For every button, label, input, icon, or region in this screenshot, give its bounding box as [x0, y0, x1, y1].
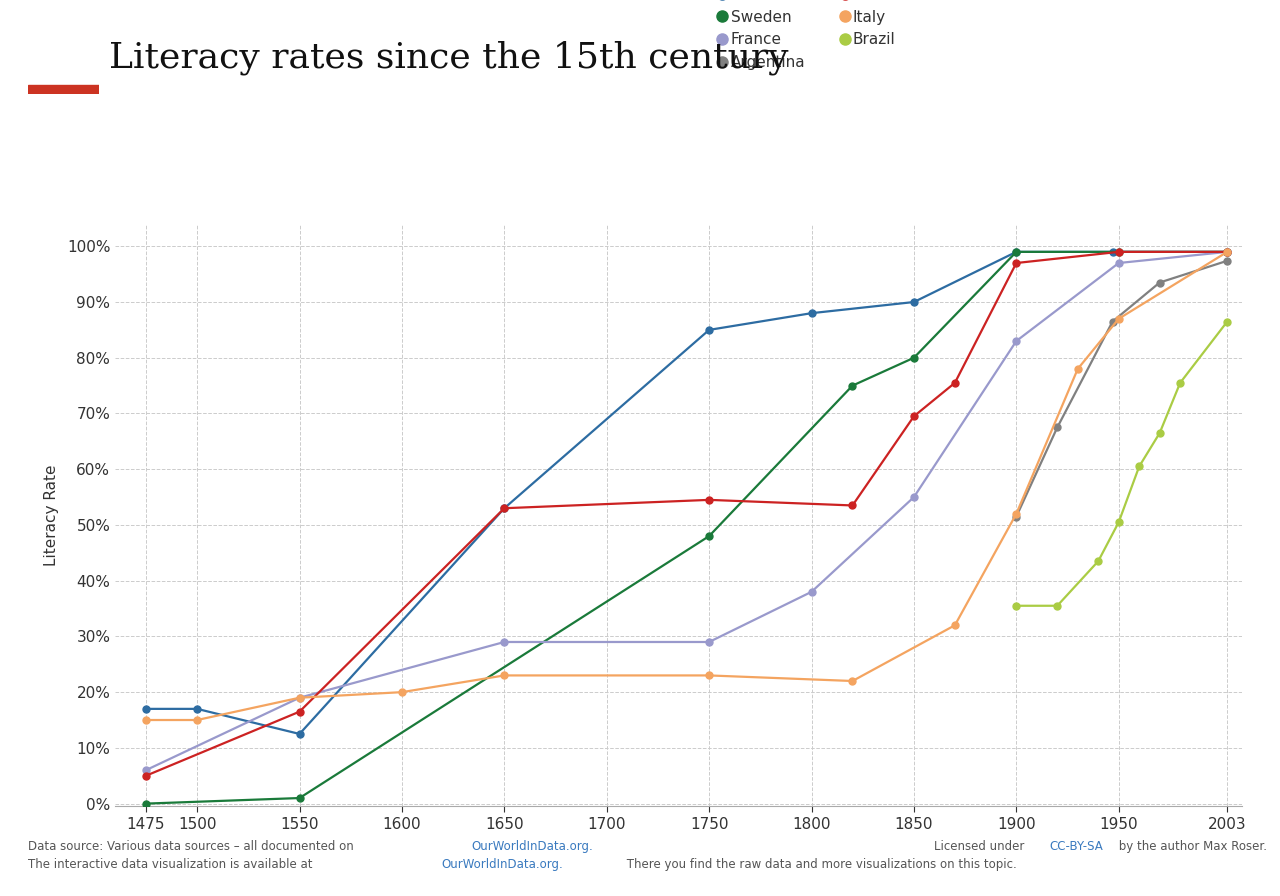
Y-axis label: Literacy Rate: Literacy Rate — [44, 464, 59, 566]
Text: OurWorldInData.org.: OurWorldInData.org. — [471, 840, 593, 853]
Text: Licensed under: Licensed under — [934, 840, 1029, 853]
Text: OurWorldInData.org.: OurWorldInData.org. — [442, 857, 563, 871]
Text: by the author Max Roser.: by the author Max Roser. — [1115, 840, 1267, 853]
Text: Our World: Our World — [33, 43, 93, 53]
Text: There you find the raw data and more visualizations on this topic.: There you find the raw data and more vis… — [623, 857, 1018, 871]
Text: The interactive data visualization is available at: The interactive data visualization is av… — [28, 857, 316, 871]
Text: Data source: Various data sources – all documented on: Data source: Various data sources – all … — [28, 840, 361, 853]
Bar — [28, 85, 99, 94]
Text: CC-BY-SA: CC-BY-SA — [1050, 840, 1103, 853]
Text: in Data: in Data — [42, 62, 84, 72]
Legend: Netherlands, Sweden, France, Argentina, Great Britain, Italy, Brazil: Netherlands, Sweden, France, Argentina, … — [719, 0, 951, 70]
Text: Literacy rates since the 15th century: Literacy rates since the 15th century — [109, 40, 788, 75]
